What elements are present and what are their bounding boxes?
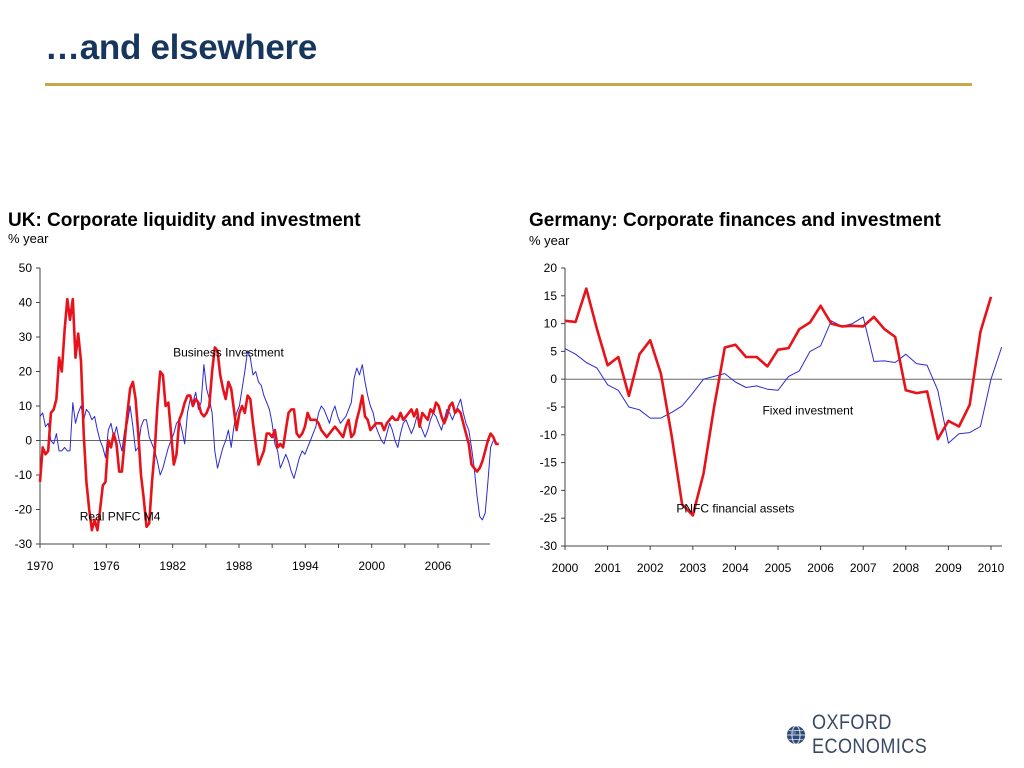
uk-annotation: Business Investment xyxy=(173,346,284,360)
de-x-tick-label: 2003 xyxy=(679,561,706,575)
germany-chart-unit: % year xyxy=(529,233,570,248)
de-y-tick-label: -10 xyxy=(540,428,558,442)
de-x-tick-label: 2009 xyxy=(935,561,962,575)
uk-y-tick-label: 50 xyxy=(19,261,33,275)
de-x-tick-label: 2005 xyxy=(765,561,792,575)
de-x-tick-label: 2001 xyxy=(594,561,621,575)
uk-x-tick-label: 1994 xyxy=(292,559,319,573)
de-x-tick-label: 2008 xyxy=(892,561,919,575)
uk-series-real-pnfc-m4 xyxy=(38,297,499,532)
de-y-tick-label: -5 xyxy=(546,400,557,414)
uk-x-tick-label: 1970 xyxy=(27,559,54,573)
uk-annotation: Real PNFC M4 xyxy=(80,509,161,523)
de-series-pnfc-financial-assets xyxy=(564,287,993,517)
uk-liquidity-chart: 50 40 30 20 10 0 -10 -20 -30 1970 1976 1982 1988 1994… xyxy=(15,261,499,573)
uk-x-tick-label: 1988 xyxy=(226,559,253,573)
uk-y-tick-label: -20 xyxy=(15,503,33,517)
de-y-tick-label: 5 xyxy=(550,344,557,358)
de-x-tick-label: 2000 xyxy=(552,561,579,575)
germany-finances-chart: 20 15 10 5 0 -5 -10 -15 -20 -25 -30 2000 2001 2002 200… xyxy=(540,261,1005,575)
de-x-tick-label: 2007 xyxy=(850,561,877,575)
brand-name: OXFORD ECONOMICS xyxy=(812,711,928,758)
uk-y-tick-label: 20 xyxy=(19,365,33,379)
uk-x-tick-label: 2000 xyxy=(358,559,385,573)
uk-chart-unit: % year xyxy=(8,231,49,246)
de-series-fixed-investment xyxy=(564,316,1003,444)
de-x-tick-label: 2002 xyxy=(637,561,664,575)
de-x-tick-label: 2004 xyxy=(722,561,749,575)
de-y-tick-label: 20 xyxy=(544,261,558,275)
de-y-tick-label: -15 xyxy=(540,456,558,470)
globe-icon xyxy=(786,725,806,745)
de-x-tick-label: 2010 xyxy=(978,561,1005,575)
uk-x-tick-label: 2006 xyxy=(425,559,452,573)
de-y-tick-label: -25 xyxy=(540,511,558,525)
brand-logo: OXFORD ECONOMICS xyxy=(786,711,1024,758)
de-y-tick-label: -30 xyxy=(540,539,558,553)
de-annotation: PNFC financial assets xyxy=(676,502,794,516)
de-y-tick-label: 10 xyxy=(544,317,558,331)
uk-chart-title: UK: Corporate liquidity and investment xyxy=(8,210,361,231)
de-x-tick-label: 2006 xyxy=(807,561,834,575)
title-divider xyxy=(45,83,972,86)
uk-y-tick-label: 40 xyxy=(19,296,33,310)
uk-x-tick-label: 1976 xyxy=(93,559,120,573)
uk-x-tick-label: 1982 xyxy=(159,559,186,573)
uk-y-tick-label: 30 xyxy=(19,330,33,344)
uk-y-tick-label: 0 xyxy=(25,434,32,448)
de-annotation: Fixed investment xyxy=(762,403,853,417)
slide-title: …and elsewhere xyxy=(45,28,318,67)
de-y-tick-label: 15 xyxy=(544,289,558,303)
germany-chart-title: Germany: Corporate finances and investme… xyxy=(529,210,941,231)
uk-y-tick-label: -30 xyxy=(15,537,33,551)
uk-y-tick-label: -10 xyxy=(15,468,33,482)
de-y-tick-label: -20 xyxy=(540,483,558,497)
uk-y-tick-label: 10 xyxy=(19,399,33,413)
de-y-tick-label: 0 xyxy=(550,372,557,386)
